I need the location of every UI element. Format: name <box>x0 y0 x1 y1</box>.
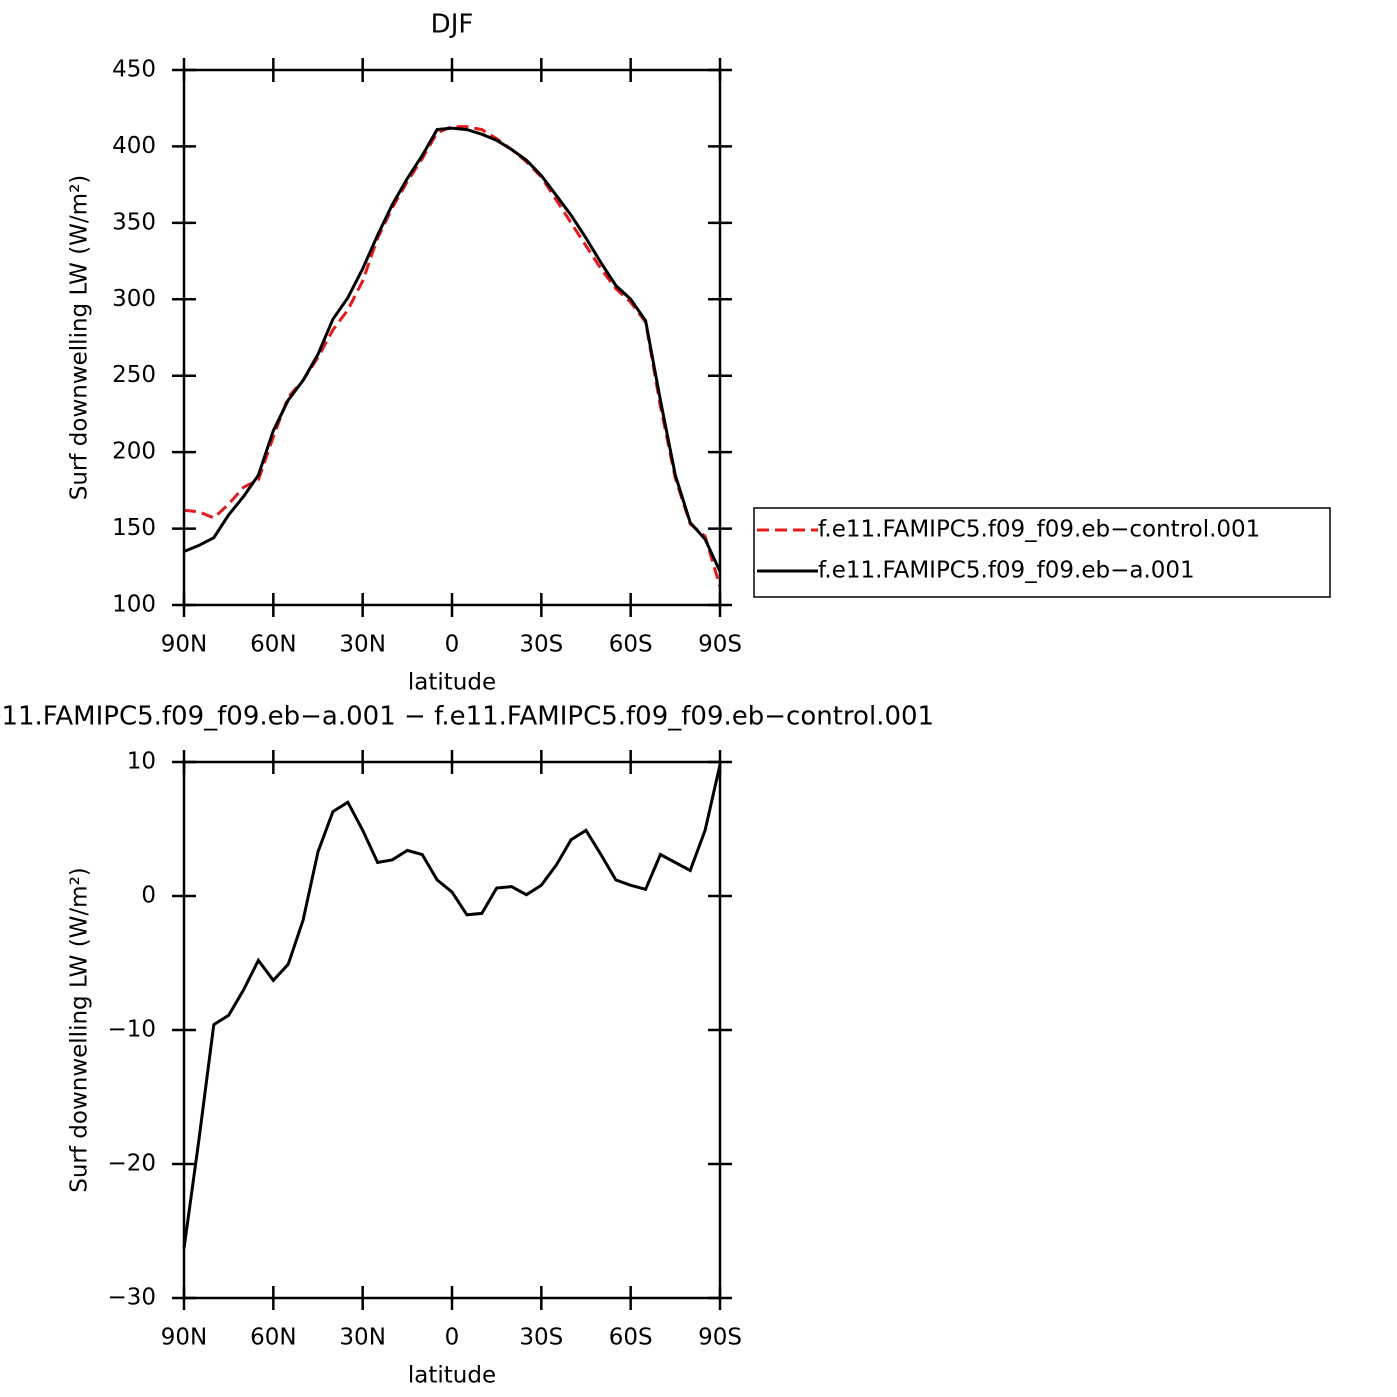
data-line <box>182 764 722 1249</box>
x-axis-label: latitude <box>408 670 496 696</box>
y-tick-label: −30 <box>107 1285 156 1311</box>
chart-title: DJF <box>431 10 474 40</box>
y-tick-label: 400 <box>112 133 156 159</box>
data-line <box>183 126 722 573</box>
y-axis-label: Surf downwelling LW (W/m²) <box>67 175 93 501</box>
plot-frame <box>182 68 722 607</box>
y-tick-label: 200 <box>112 439 156 465</box>
x-tick-label: 60S <box>609 1325 653 1351</box>
data-line <box>183 125 722 588</box>
y-tick-label: 100 <box>112 592 156 618</box>
x-tick-label: 60S <box>609 632 653 658</box>
x-tick-label: 0 <box>445 1325 460 1351</box>
x-tick-label: 90S <box>698 1325 742 1351</box>
x-tick-label: 30N <box>339 1325 385 1351</box>
y-tick-label: −10 <box>107 1017 156 1043</box>
x-tick-label: 90S <box>698 632 742 658</box>
x-axis-label: latitude <box>408 1363 496 1389</box>
y-tick-label: 250 <box>112 362 156 388</box>
legend-label: f.e11.FAMIPC5.f09_f09.eb−control.001 <box>818 517 1260 543</box>
legend-box <box>753 507 1331 598</box>
x-tick-label: 90N <box>161 632 207 658</box>
x-tick-label: 60N <box>250 632 296 658</box>
x-tick-label: 30S <box>519 632 563 658</box>
y-tick-label: 300 <box>112 286 156 312</box>
x-tick-label: 0 <box>445 632 460 658</box>
y-tick-label: 10 <box>127 749 156 775</box>
y-tick-label: −20 <box>107 1151 156 1177</box>
x-tick-label: 90N <box>161 1325 207 1351</box>
x-tick-label: 30S <box>519 1325 563 1351</box>
x-tick-label: 30N <box>339 632 385 658</box>
legend-label: f.e11.FAMIPC5.f09_f09.eb−a.001 <box>818 558 1195 584</box>
x-tick-label: 60N <box>250 1325 296 1351</box>
plot-frame <box>182 760 722 1300</box>
y-tick-label: 150 <box>112 515 156 541</box>
y-axis-label: Surf downwelling LW (W/m²) <box>67 867 93 1193</box>
y-tick-label: 0 <box>141 883 156 909</box>
y-tick-label: 450 <box>112 57 156 83</box>
y-tick-label: 350 <box>112 209 156 235</box>
chart-title: f.e11.FAMIPC5.f09_f09.eb−a.001 − f.e11.F… <box>0 702 934 732</box>
